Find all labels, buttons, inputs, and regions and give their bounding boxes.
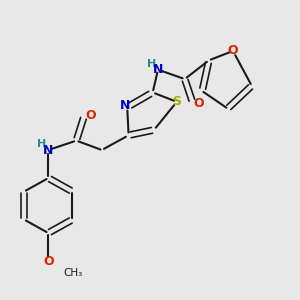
Text: N: N: [43, 143, 53, 157]
Text: O: O: [43, 255, 54, 268]
Text: O: O: [228, 44, 238, 58]
Text: O: O: [85, 109, 96, 122]
Text: CH₃: CH₃: [63, 268, 82, 278]
Text: S: S: [172, 95, 181, 108]
Text: O: O: [194, 97, 204, 110]
Text: H: H: [147, 59, 156, 69]
Text: H: H: [37, 139, 46, 149]
Text: N: N: [153, 63, 163, 76]
Text: N: N: [120, 98, 130, 112]
